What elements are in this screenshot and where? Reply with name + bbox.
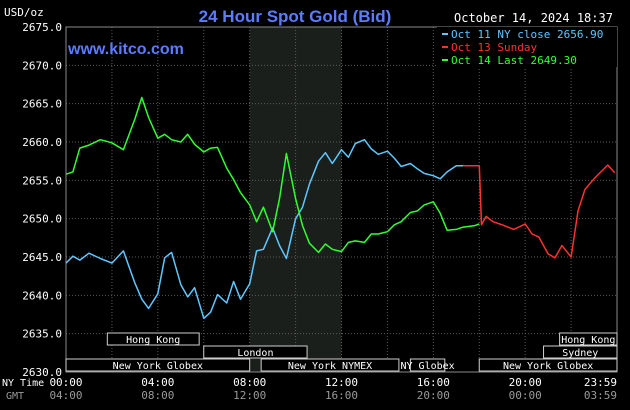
y-tick-label: 2675.0	[22, 21, 62, 34]
legend-entry: Oct 11 NY close 2656.90	[451, 28, 603, 41]
x-tick-label-gmt: 16:00	[325, 389, 358, 402]
watermark: www.kitco.com	[67, 41, 184, 58]
x-tick-label-ny: 23:59	[584, 376, 617, 389]
session-label: London	[237, 348, 273, 359]
y-tick-label: 2660.0	[22, 136, 62, 149]
session-bar	[559, 332, 618, 346]
timestamp: October 14, 2024 18:37	[454, 11, 613, 25]
session-bar	[478, 358, 618, 372]
x-tick-label-ny: 12:00	[325, 376, 358, 389]
y-tick-label: 2655.0	[22, 174, 62, 187]
legend-entry: Oct 14 Last 2649.30	[451, 54, 577, 67]
series-line-2	[463, 164, 616, 259]
plot-area: 2675.0 2670.0 2665.0 2660.0 2655.0 2650.0 2645…	[22, 21, 618, 402]
y-tick-label: 2630.0	[22, 366, 62, 379]
y-tick-label: 2645.0	[22, 251, 62, 264]
x-tick-label-gmt: 20:00	[417, 389, 450, 402]
x-tick-label-gmt: 00:00	[509, 389, 542, 402]
legend-box	[437, 27, 617, 67]
x-tick-label-ny: 08:00	[233, 376, 266, 389]
legend-entry: Oct 13 Sunday	[451, 41, 537, 54]
x-tick-label-ny: 20:00	[509, 376, 542, 389]
x-tick-label-gmt: 03:59	[584, 389, 617, 402]
chart-title: 24 Hour Spot Gold (Bid)	[199, 7, 392, 26]
session-bar	[409, 358, 446, 372]
session-bar	[65, 358, 251, 372]
session-label: Hong Kong	[126, 335, 180, 346]
y-tick-label: 2665.0	[22, 98, 62, 111]
series-line-1	[65, 138, 464, 320]
session-label: New York Globex	[503, 361, 593, 372]
y-axis-label: USD/oz	[4, 6, 44, 19]
x-tick-label-ny: 16:00	[417, 376, 450, 389]
series-line-3	[65, 96, 480, 254]
x-tick-label-gmt: 08:00	[141, 389, 174, 402]
gmt-label: GMT	[6, 391, 24, 402]
session-label: NY Globex	[401, 361, 455, 372]
ny-time-label: NY Time	[2, 378, 44, 389]
session-label: Hong Kong	[561, 335, 615, 346]
x-tick-label-gmt: 12:00	[233, 389, 266, 402]
session-bar	[260, 358, 400, 372]
session-bar	[543, 345, 618, 359]
y-tick-label: 2640.0	[22, 289, 62, 302]
session-label: New York NYMEX	[288, 361, 372, 372]
y-tick-label: 2635.0	[22, 328, 62, 341]
plot-frame	[65, 26, 618, 373]
session-label: New York Globex	[113, 361, 203, 372]
session-bar	[106, 332, 200, 346]
session-label: Sydney	[562, 348, 598, 359]
y-tick-label: 2650.0	[22, 213, 62, 226]
session-bar	[203, 345, 308, 359]
x-tick-label-ny: 04:00	[141, 376, 174, 389]
y-tick-label: 2670.0	[22, 59, 62, 72]
x-tick-label-ny: 00:00	[49, 376, 82, 389]
x-tick-label-gmt: 04:00	[49, 389, 82, 402]
